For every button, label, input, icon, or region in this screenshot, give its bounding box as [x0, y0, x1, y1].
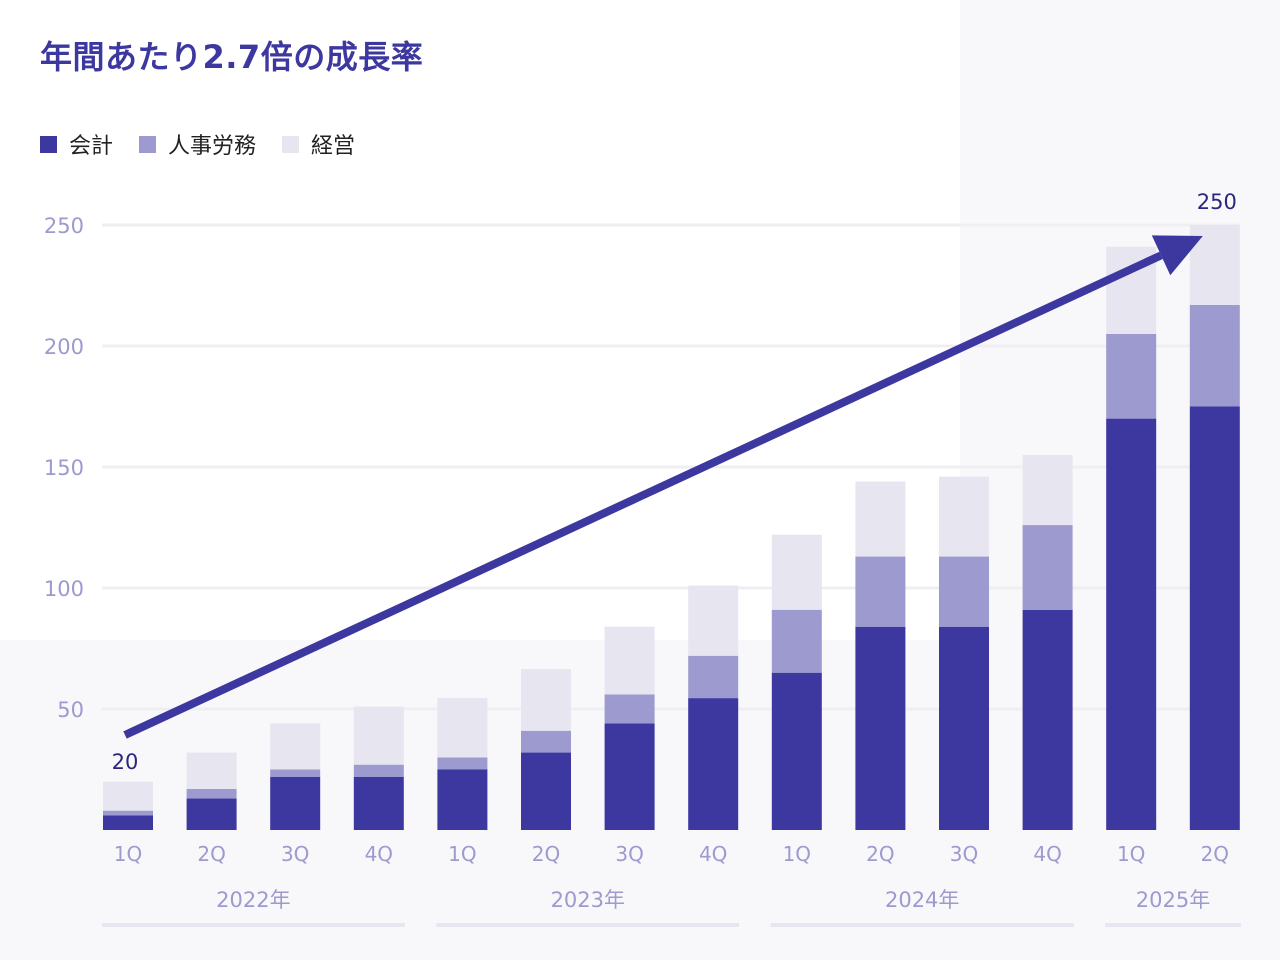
- x-tick-label: 1Q: [783, 842, 811, 866]
- bar-segment: [1106, 418, 1157, 830]
- x-tick-label: 2Q: [866, 842, 894, 866]
- bar-segment: [688, 698, 739, 830]
- y-tick-label: 100: [44, 577, 84, 601]
- bar-segment: [855, 481, 906, 557]
- x-tick-label: 4Q: [1033, 842, 1061, 866]
- legend-label: 経営: [311, 134, 356, 159]
- bar-segment: [688, 585, 739, 656]
- bar-segment: [1022, 454, 1073, 526]
- x-tick-label: 1Q: [448, 842, 476, 866]
- legend-swatch: [40, 135, 57, 153]
- x-group-bracket: [1105, 923, 1241, 927]
- bar-segment: [186, 752, 237, 789]
- y-tick-label: 50: [57, 698, 84, 722]
- bar-segment: [771, 672, 822, 830]
- bar-segment: [437, 698, 488, 758]
- bar-segment: [939, 626, 989, 830]
- x-tick-label: 2Q: [197, 842, 225, 866]
- bar-segment: [604, 626, 655, 695]
- annotation-label: 20: [112, 750, 139, 774]
- bar-segment: [521, 752, 571, 830]
- x-tick-label: 3Q: [281, 842, 309, 866]
- x-group-label: 2025年: [1136, 888, 1210, 912]
- bar-segment: [270, 769, 321, 777]
- bar-segment: [521, 730, 571, 753]
- bar-segment: [604, 723, 655, 830]
- bar-segment: [771, 534, 822, 610]
- bar-segment: [270, 776, 321, 830]
- bar-segment: [353, 764, 404, 777]
- x-tick-label: 4Q: [699, 842, 727, 866]
- bar-segment: [103, 815, 153, 830]
- x-tick-label: 2Q: [1201, 842, 1229, 866]
- bar-segment: [1189, 304, 1240, 407]
- legend-item-management: 経営: [282, 128, 355, 160]
- chart-title: 年間あたり2.7倍の成長率: [40, 38, 424, 76]
- annotation-label: 250: [1197, 190, 1237, 214]
- x-tick-label: 4Q: [365, 842, 393, 866]
- bar-segment: [353, 706, 404, 765]
- bar-segment: [103, 810, 153, 816]
- y-tick-label: 150: [44, 456, 84, 480]
- y-tick-label: 200: [44, 335, 84, 359]
- x-group-label: 2022年: [216, 888, 290, 912]
- trend-arrow-head: [1151, 235, 1203, 276]
- bar-segment: [939, 556, 989, 627]
- trend-arrow-line: [123, 251, 1163, 739]
- bar-segment: [1106, 333, 1157, 419]
- x-tick-label: 1Q: [114, 842, 142, 866]
- x-group-bracket: [770, 923, 1074, 927]
- bar-segment: [604, 694, 655, 724]
- y-tick-label: 250: [44, 214, 84, 238]
- legend-item-accounting: 会計: [40, 128, 113, 160]
- bar-segment: [437, 757, 488, 770]
- bar-segment: [939, 476, 989, 557]
- bar-segment: [186, 788, 237, 799]
- bar-segment: [855, 626, 906, 830]
- bar-segment: [103, 781, 153, 811]
- legend-label: 人事労務: [168, 134, 257, 159]
- bar-segment: [186, 798, 237, 830]
- bar-segment: [855, 556, 906, 627]
- bar-segment: [270, 723, 321, 770]
- x-tick-label: 3Q: [615, 842, 643, 866]
- bar-segment: [771, 609, 822, 673]
- bar-segment: [1022, 609, 1073, 830]
- legend-item-hr: 人事労務: [139, 128, 256, 160]
- bar-segment: [521, 669, 571, 731]
- x-group-label: 2023年: [551, 888, 625, 912]
- x-group-bracket: [102, 923, 405, 927]
- x-tick-label: 3Q: [950, 842, 978, 866]
- legend-swatch: [282, 135, 300, 153]
- x-tick-label: 2Q: [532, 842, 560, 866]
- bar-segment: [437, 769, 488, 830]
- x-tick-label: 1Q: [1117, 842, 1145, 866]
- x-group-label: 2024年: [885, 888, 959, 912]
- legend-swatch: [139, 135, 157, 153]
- legend-label: 会計: [69, 134, 114, 159]
- bar-segment: [1189, 406, 1240, 830]
- x-group-bracket: [436, 923, 740, 927]
- bar-segment: [688, 655, 739, 699]
- bar-segment: [353, 776, 404, 830]
- bar-segment: [1022, 525, 1073, 610]
- legend: 会計 人事労務 経営: [40, 128, 355, 160]
